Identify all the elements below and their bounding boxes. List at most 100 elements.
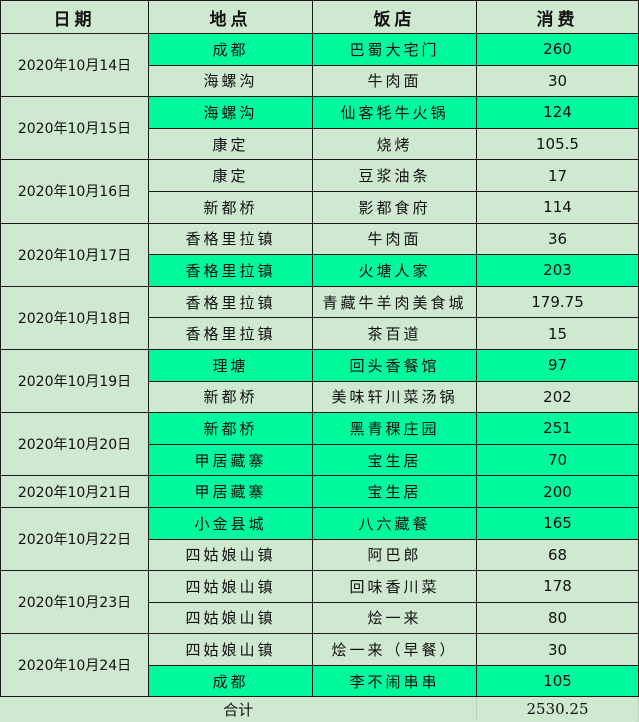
cost-cell: 114	[476, 190, 639, 224]
location-cell: 成都	[148, 664, 313, 698]
date-cell: 2020年10月22日	[0, 506, 149, 572]
restaurant-cell: 烩一来（早餐）	[312, 633, 477, 666]
location-cell: 香格里拉镇	[148, 222, 313, 256]
table-row: 新都桥 影都食府 114	[1, 190, 639, 224]
cost-cell: 17	[476, 159, 639, 192]
location-cell: 甲居藏寨	[148, 475, 313, 508]
table-row: 2020年10月21日 甲居藏寨 宝生居 200	[0, 475, 639, 508]
location-cell: 小金县城	[148, 506, 313, 540]
cost-cell: 179.75	[476, 285, 639, 319]
restaurant-cell: 茶百道	[312, 317, 477, 350]
table-row: 2020年10月17日 香格里拉镇 牛肉面 36	[0, 222, 639, 287]
date-cell: 2020年10月15日	[0, 96, 149, 161]
header-date: 日期	[0, 0, 149, 34]
date-cell: 2020年10月21日	[0, 475, 149, 508]
table-row: 2020年10月19日 理塘 回头香餐馆 97	[0, 348, 639, 414]
location-cell: 新都桥	[148, 380, 313, 414]
location-cell: 香格里拉镇	[148, 254, 313, 287]
total-label: 合计	[0, 696, 477, 722]
table-row: 2020年10月16日 康定 豆浆油条 17	[0, 159, 639, 224]
table-row: 2020年10月24日 四姑娘山镇 烩一来（早餐） 30	[0, 633, 639, 698]
location-cell: 新都桥	[148, 190, 313, 224]
table-row: 香格里拉镇 茶百道 15	[1, 317, 639, 350]
restaurant-cell: 豆浆油条	[312, 159, 477, 192]
cost-cell: 105.5	[476, 127, 639, 161]
cost-cell: 30	[476, 64, 639, 98]
restaurant-cell: 牛肉面	[312, 222, 477, 256]
cost-cell: 15	[476, 317, 639, 350]
table-row: 甲居藏寨 宝生居 70	[1, 443, 639, 477]
cost-cell: 105	[476, 664, 639, 698]
restaurant-cell: 李不闹串串	[312, 664, 477, 698]
table-row: 2020年10月22日 小金县城 八六藏餐 165	[0, 506, 639, 572]
location-cell: 海螺沟	[148, 64, 313, 98]
cost-cell: 260	[476, 33, 639, 66]
table-row: 2020年10月23日 四姑娘山镇 回味香川菜 178	[0, 570, 639, 635]
restaurant-cell: 巴蜀大宅门	[312, 33, 477, 66]
header-location: 地点	[148, 0, 313, 34]
cost-cell: 80	[476, 601, 639, 635]
restaurant-cell: 黑青稞庄园	[312, 412, 477, 445]
location-cell: 四姑娘山镇	[148, 538, 313, 572]
location-cell: 成都	[148, 33, 313, 66]
table-row: 2020年10月18日 香格里拉镇 青藏牛羊肉美食城 179.75	[0, 285, 639, 350]
location-cell: 海螺沟	[148, 96, 313, 129]
restaurant-cell: 回味香川菜	[312, 570, 477, 603]
restaurant-cell: 火塘人家	[312, 254, 477, 287]
restaurant-cell: 影都食府	[312, 190, 477, 224]
restaurant-cell: 宝生居	[312, 443, 477, 477]
header-restaurant: 饭店	[312, 0, 477, 34]
table-row: 四姑娘山镇 阿巴郎 68	[1, 538, 639, 572]
restaurant-cell: 牛肉面	[312, 64, 477, 98]
cost-cell: 165	[476, 506, 639, 540]
cost-cell: 36	[476, 222, 639, 256]
table-row: 2020年10月20日 新都桥 黑青稞庄园 251	[0, 412, 639, 477]
date-cell: 2020年10月14日	[0, 32, 149, 98]
cost-cell: 203	[476, 254, 639, 287]
restaurant-cell: 宝生居	[312, 475, 477, 508]
table-row: 2020年10月14日 成都 巴蜀大宅门 260	[0, 32, 639, 98]
table-row: 四姑娘山镇 烩一来 80	[1, 601, 639, 635]
date-cell: 2020年10月24日	[0, 633, 149, 698]
restaurant-cell: 阿巴郎	[312, 538, 477, 572]
total-row: 合计 2530.25	[0, 696, 639, 722]
cost-cell: 30	[476, 633, 639, 666]
header-cost: 消费	[476, 0, 639, 34]
cost-cell: 202	[476, 380, 639, 414]
location-cell: 理塘	[148, 348, 313, 382]
date-cell: 2020年10月20日	[0, 412, 149, 477]
cost-cell: 200	[476, 475, 639, 508]
restaurant-cell: 八六藏餐	[312, 506, 477, 540]
restaurant-cell: 烧烤	[312, 127, 477, 161]
date-cell: 2020年10月18日	[0, 285, 149, 350]
restaurant-cell: 仙客牦牛火锅	[312, 96, 477, 129]
cost-cell: 97	[476, 348, 639, 382]
date-cell: 2020年10月16日	[0, 159, 149, 224]
cost-cell: 124	[476, 96, 639, 129]
location-cell: 四姑娘山镇	[148, 633, 313, 666]
table-row: 新都桥 美味轩川菜汤锅 202	[1, 380, 639, 414]
restaurant-cell: 美味轩川菜汤锅	[312, 380, 477, 414]
date-cell: 2020年10月23日	[0, 570, 149, 635]
cost-cell: 178	[476, 570, 639, 603]
table-row: 2020年10月15日 海螺沟 仙客牦牛火锅 124	[0, 96, 639, 161]
location-cell: 香格里拉镇	[148, 317, 313, 350]
total-value: 2530.25	[476, 696, 639, 722]
table-row: 康定 烧烤 105.5	[1, 127, 639, 161]
restaurant-cell: 烩一来	[312, 601, 477, 635]
date-cell: 2020年10月17日	[0, 222, 149, 287]
date-cell: 2020年10月19日	[0, 348, 149, 414]
location-cell: 甲居藏寨	[148, 443, 313, 477]
location-cell: 康定	[148, 127, 313, 161]
location-cell: 四姑娘山镇	[148, 570, 313, 603]
table-row: 香格里拉镇 火塘人家 203	[1, 254, 639, 287]
table-row: 海螺沟 牛肉面 30	[1, 64, 639, 98]
location-cell: 康定	[148, 159, 313, 192]
cost-cell: 68	[476, 538, 639, 572]
restaurant-cell: 青藏牛羊肉美食城	[312, 285, 477, 319]
table-row: 成都 李不闹串串 105	[1, 664, 639, 698]
location-cell: 新都桥	[148, 412, 313, 445]
cost-cell: 70	[476, 443, 639, 477]
header-row: 日期 地点 饭店 消费	[0, 0, 639, 34]
cost-cell: 251	[476, 412, 639, 445]
